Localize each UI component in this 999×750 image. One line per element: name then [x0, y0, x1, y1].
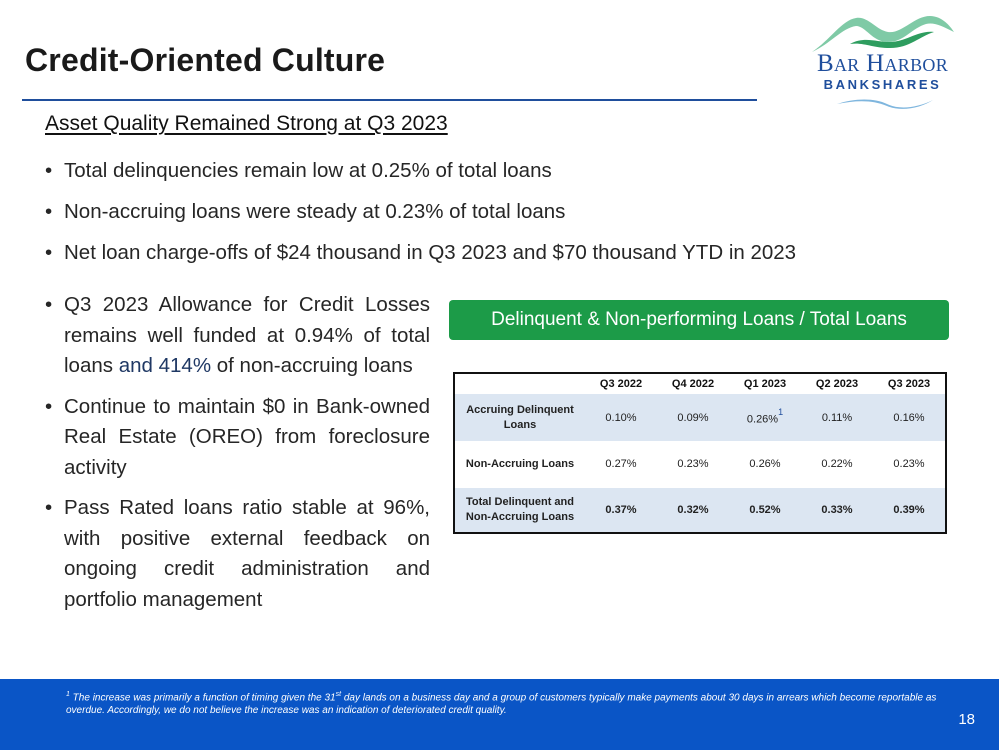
table-section-header: Delinquent & Non-performing Loans / Tota… — [449, 300, 949, 340]
table-cell: 0.33% — [801, 487, 873, 532]
bullet-allowance-highlight: and 414% — [118, 354, 212, 377]
logo-mountain-icon — [812, 16, 954, 52]
bullet-allowance: Q3 2023 Allowance for Credit Losses rema… — [45, 290, 430, 382]
table-corner — [455, 374, 585, 394]
table-row: Total Delinquent and Non-Accruing Loans … — [455, 487, 945, 532]
footnote-text-tail: day lands on a business day and a group … — [66, 692, 937, 717]
table-cell: 0.10% — [585, 394, 657, 442]
cell-value: 0.26% — [746, 413, 779, 426]
table-cell: 0.23% — [677, 458, 709, 471]
table-cell: 0.26% — [749, 458, 781, 471]
table-row: Non-Accruing Loans 0.27% 0.23% 0.26% 0.2… — [455, 441, 945, 487]
bullet-total-delinquencies: Total delinquencies remain low at 0.25% … — [45, 150, 796, 191]
bullet-charge-offs: Net loan charge-offs of $24 thousand in … — [45, 232, 796, 273]
top-bullet-list: Total delinquencies remain low at 0.25% … — [45, 150, 796, 273]
title-divider — [22, 99, 757, 101]
bullet-pass-rated-text: Pass Rated loans ratio stable at 96%, wi… — [64, 496, 430, 611]
table-cell: 0.39% — [873, 487, 945, 532]
row-label-text: Accruing Delinquent Loans — [466, 403, 574, 431]
bar-harbor-logo: Bar Harbor BANKSHARES — [800, 12, 965, 110]
footnote-number: 1 — [66, 691, 70, 698]
table-cell: 0.23% — [893, 458, 925, 471]
page-number: 18 — [958, 711, 975, 728]
section-subheading: Asset Quality Remained Strong at Q3 2023 — [45, 112, 448, 135]
left-bullet-list: Q3 2023 Allowance for Credit Losses rema… — [45, 290, 430, 625]
bullet-oreo: Continue to maintain $0 in Bank-owned Re… — [45, 392, 430, 484]
table-row: Accruing Delinquent Loans 0.10% 0.09% 0.… — [455, 394, 945, 442]
logo-wave-icon — [837, 99, 933, 109]
loans-table: Q3 2022 Q4 2022 Q1 2023 Q2 2023 Q3 2023 … — [453, 372, 947, 534]
table-cell: 0.09% — [657, 394, 729, 442]
bullet-allowance-tail: of non-accruing loans — [211, 354, 413, 377]
bullet-oreo-text: Continue to maintain $0 in Bank-owned Re… — [64, 394, 430, 479]
col-header: Q3 2023 — [887, 378, 931, 390]
footnote-marker: 1 — [778, 406, 784, 417]
logo-text-bar-harbor: Bar Harbor — [817, 50, 948, 77]
table-cell: 0.27% — [605, 458, 637, 471]
table-cell: 0.32% — [657, 487, 729, 532]
footnote: 1 The increase was primarily a function … — [66, 688, 956, 717]
row-label: Non-Accruing Loans — [465, 457, 575, 470]
bullet-allowance-text: Q3 2023 Allowance for Credit Losses rema… — [64, 293, 430, 377]
logo-text-bankshares: BANKSHARES — [823, 77, 942, 92]
col-header: Q2 2023 — [815, 378, 859, 390]
row-label: Accruing Delinquent Loans — [455, 394, 585, 442]
col-header: Q3 2022 — [599, 378, 643, 390]
col-header: Q4 2022 — [671, 378, 715, 390]
bullet-non-accruing: Non-accruing loans were steady at 0.23% … — [45, 191, 796, 232]
table-cell: 0.16% — [873, 394, 945, 442]
footnote-text: The increase was primarily a function of… — [69, 692, 336, 704]
table-cell: 0.26%1 — [729, 394, 801, 442]
table-cell: 0.37% — [585, 487, 657, 532]
row-label: Total Delinquent and Non-Accruing Loans — [455, 487, 585, 532]
footer-bar: 1 The increase was primarily a function … — [0, 679, 999, 750]
table-cell: 0.52% — [729, 487, 801, 532]
footnote-ordinal: st — [335, 691, 342, 698]
row-label-text: Total Delinquent and Non-Accruing Loans — [465, 495, 575, 523]
table-cell: 0.11% — [801, 394, 873, 442]
col-header: Q1 2023 — [743, 378, 787, 390]
bullet-pass-rated: Pass Rated loans ratio stable at 96%, wi… — [45, 493, 430, 615]
page-title: Credit-Oriented Culture — [25, 42, 386, 78]
table-cell: 0.22% — [821, 458, 853, 471]
